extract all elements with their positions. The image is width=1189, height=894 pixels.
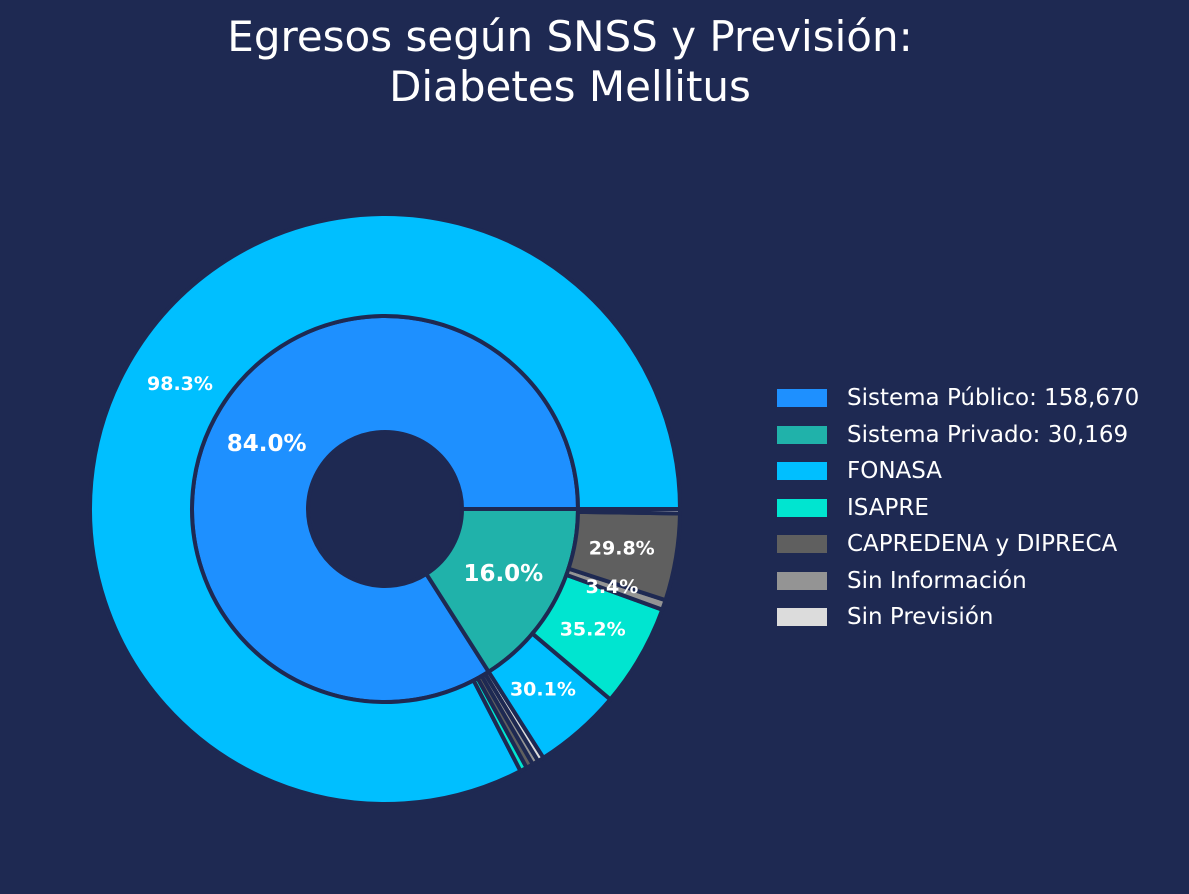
outer-label-sistema-privado-capredena-y-dipreca: 29.8%: [589, 537, 655, 559]
inner-label-sistema-publico: 84.0%: [227, 431, 307, 457]
legend-item-capredena-dipreca: CAPREDENA y DIPRECA: [777, 526, 1139, 563]
outer-wedge-sistema-publico-fonasa: [88, 212, 683, 806]
legend-label: Sin Previsión: [847, 604, 994, 631]
legend-swatch: [777, 535, 827, 554]
legend-item-fonasa: FONASA: [777, 453, 1139, 490]
legend-swatch: [777, 498, 827, 517]
legend-item-sin-prevision: Sin Previsión: [777, 599, 1139, 636]
legend-label: FONASA: [847, 458, 943, 485]
chart-title-line-2: Diabetes Mellitus: [389, 62, 751, 111]
chart-title-line-1: Egresos según SNSS y Previsión:: [227, 12, 913, 61]
legend-swatch: [777, 462, 827, 481]
legend-label: Sistema Público: 158,670: [847, 385, 1140, 412]
outer-wedge-sistema-privado-sin-prevision: [575, 507, 683, 516]
legend-label: ISAPRE: [847, 494, 929, 521]
legend-swatch: [777, 571, 827, 590]
legend-swatch: [777, 389, 827, 408]
outer-label-sistema-privado-isapre: 35.2%: [560, 618, 626, 640]
legend-item-isapre: ISAPRE: [777, 490, 1139, 527]
legend-label: CAPREDENA y DIPRECA: [847, 531, 1118, 558]
legend-item-sin-informacion: Sin Información: [777, 563, 1139, 600]
legend-label: Sistema Privado: 30,169: [847, 421, 1129, 448]
legend: Sistema Público: 158,670 Sistema Privado…: [777, 380, 1139, 636]
legend-item-sistema-publico: Sistema Público: 158,670: [777, 380, 1139, 417]
legend-swatch: [777, 425, 827, 444]
legend-swatch: [777, 608, 827, 627]
inner-label-sistema-privado: 16.0%: [463, 561, 543, 587]
legend-label: Sin Información: [847, 567, 1027, 594]
chart-title: Egresos según SNSS y Previsión: Diabetes…: [0, 12, 1140, 112]
outer-label-sistema-publico-fonasa: 98.3%: [147, 373, 213, 395]
outer-label-sistema-privado-sin-informacion: 3.4%: [586, 576, 639, 598]
legend-item-sistema-privado: Sistema Privado: 30,169: [777, 417, 1139, 454]
outer-label-sistema-privado-fonasa: 30.1%: [510, 679, 576, 701]
